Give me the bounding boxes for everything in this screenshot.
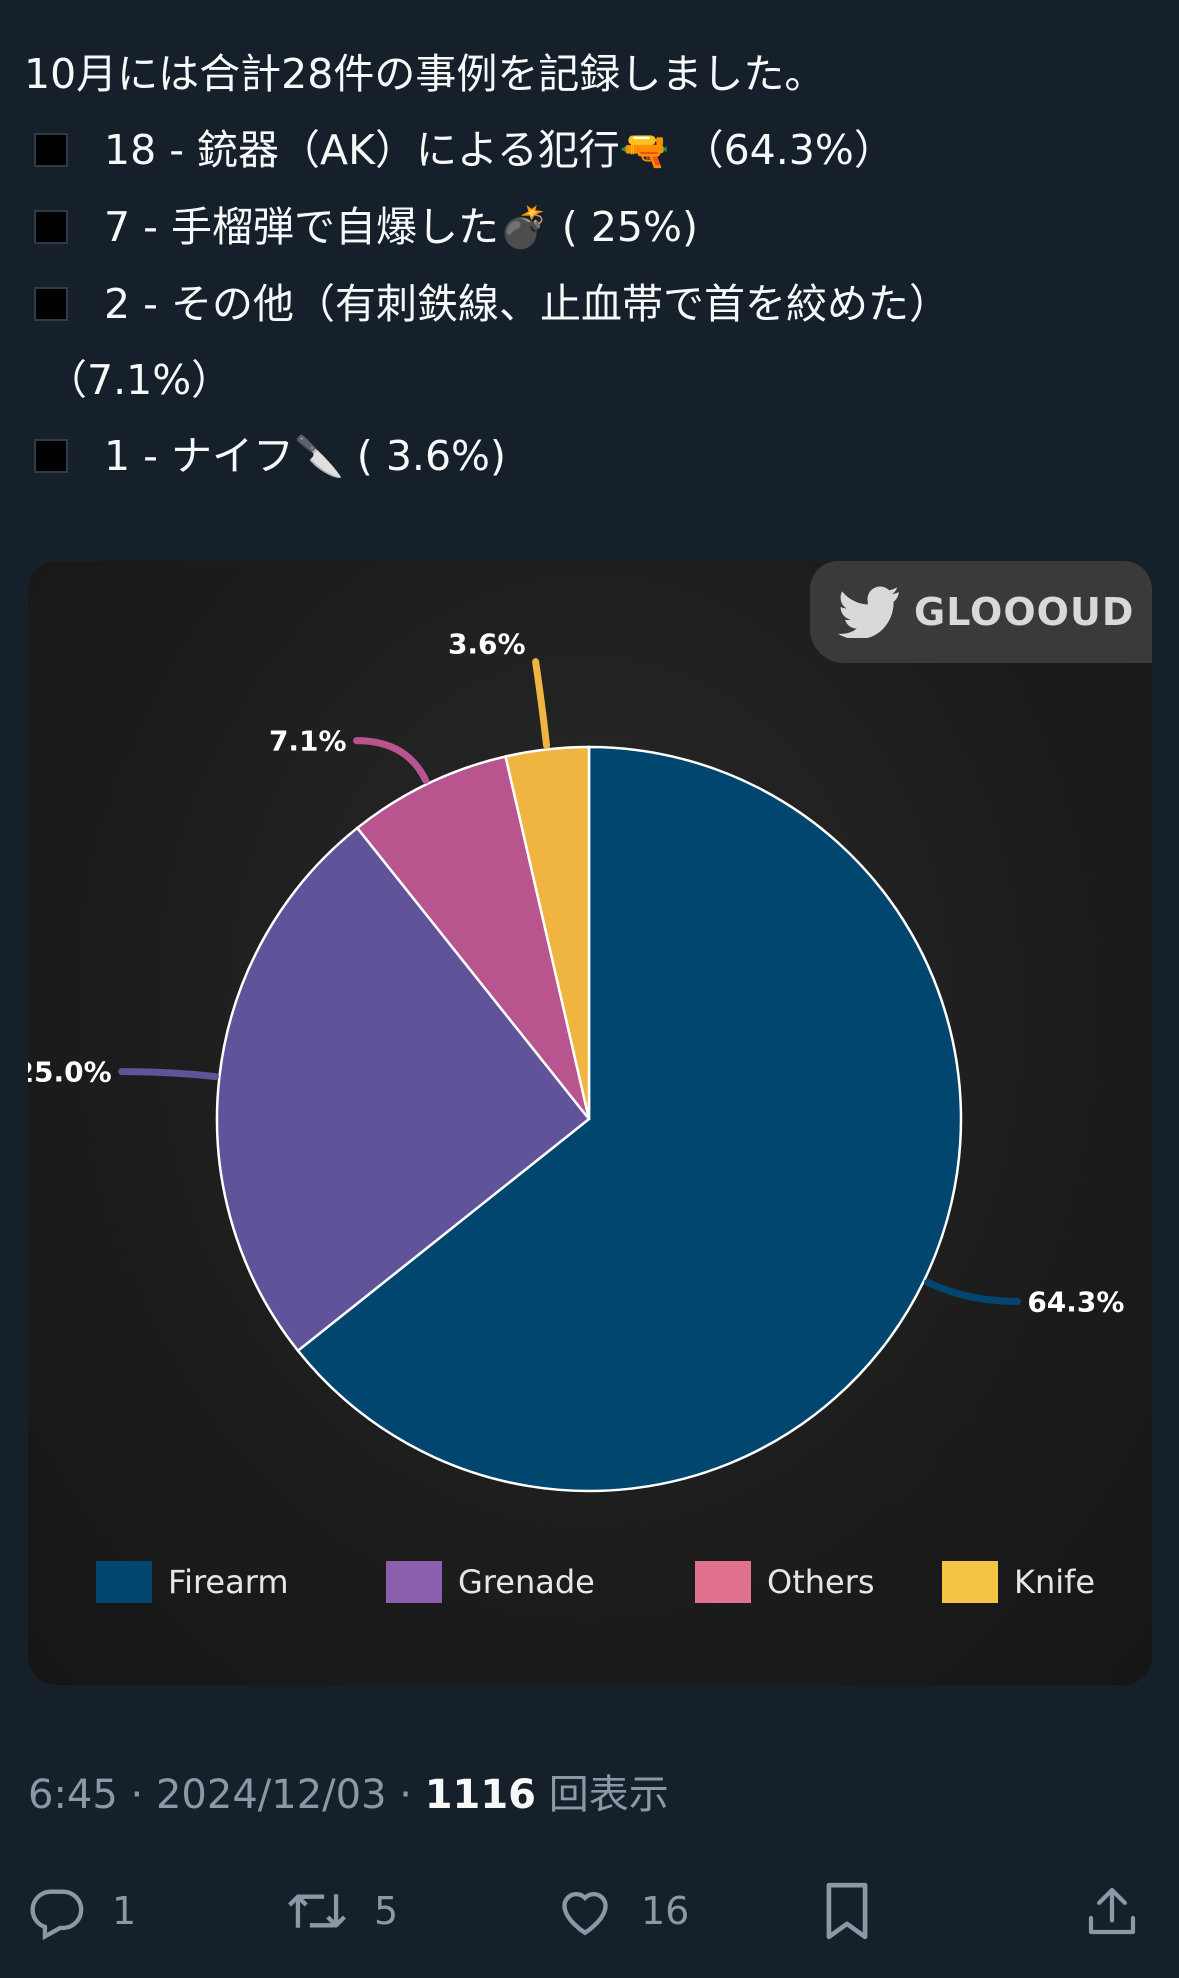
bookmark-button[interactable] — [820, 1866, 874, 1956]
share-button[interactable] — [1084, 1866, 1140, 1956]
retweet-count: 5 — [374, 1889, 399, 1933]
separator: · — [130, 1772, 156, 1818]
leader-line-knife — [532, 658, 551, 749]
tweet-time[interactable]: 6:45 — [28, 1772, 118, 1818]
legend-swatch — [96, 1561, 152, 1603]
like-button[interactable]: 16 — [555, 1866, 689, 1956]
list-item-continuation: （7.1%） — [46, 356, 233, 404]
legend-label: Firearm — [168, 1563, 289, 1601]
data-label-knife: 3.6% — [448, 628, 526, 661]
watermark-text: GLOOOUD — [914, 590, 1135, 634]
tweet-text: 10月には合計28件の事例を記録しました。 18 - 銃器（AK）による犯行🔫 … — [24, 36, 1154, 495]
list-item-percent: ( 25%) — [548, 203, 698, 251]
pie-slice-firearm — [296, 745, 963, 1493]
divider — [0, 1840, 1179, 1841]
black-square-icon — [34, 439, 68, 473]
reply-icon — [30, 1889, 84, 1940]
legend-swatch — [695, 1561, 751, 1603]
heart-icon — [562, 1892, 608, 1936]
black-square-icon — [34, 210, 68, 244]
legend-label: Others — [767, 1563, 875, 1601]
leader-line-grenade — [118, 1068, 219, 1081]
legend-item-firearm: Firearm — [96, 1561, 288, 1603]
data-label-grenade: 25.0% — [28, 1056, 112, 1089]
list-item-text: 7 - 手榴弾で自爆した — [104, 203, 499, 251]
pie-slice-grenade — [215, 826, 591, 1353]
legend-swatch — [942, 1561, 998, 1603]
tweet-intro: 10月には合計28件の事例を記録しました。 — [24, 50, 826, 98]
legend-item-others: Others — [695, 1561, 875, 1603]
bookmark-icon — [826, 1882, 868, 1940]
chart-legend: Firearm Grenade Others Knife — [68, 1561, 1128, 1611]
leader-line-firearm — [924, 1278, 1021, 1305]
pistol-icon: 🔫 — [619, 128, 670, 174]
like-count: 16 — [641, 1889, 690, 1933]
legend-label: Knife — [1014, 1563, 1096, 1601]
legend-item-grenade: Grenade — [386, 1561, 595, 1603]
tweet-meta: 6:45 · 2024/12/03 · 1116 回表示 — [28, 1762, 669, 1820]
legend-item-knife: Knife — [942, 1561, 1095, 1603]
separator: · — [399, 1772, 425, 1818]
leader-line-others — [353, 737, 430, 784]
list-item-percent: （64.3%） — [669, 126, 895, 174]
data-label-firearm: 64.3% — [1027, 1285, 1124, 1318]
list-item: 7 - 手榴弾で自爆した💣 ( 25%) — [24, 189, 1154, 266]
list-item: 2 - その他（有刺鉄線、止血帯で首を絞めた） — [24, 266, 1154, 342]
black-square-icon — [34, 133, 68, 167]
retweet-button[interactable]: 5 — [286, 1866, 398, 1956]
share-icon — [1088, 1887, 1136, 1935]
views-label: 回表示 — [548, 1772, 669, 1818]
list-item-text: 2 - その他（有刺鉄線、止血帯で首を絞めた） — [104, 280, 950, 328]
watermark: GLOOOUD — [810, 561, 1152, 663]
bomb-icon: 💣 — [498, 205, 549, 251]
black-square-icon — [34, 287, 68, 321]
list-item-text: 1 - ナイフ — [104, 432, 294, 480]
pie-slice-others — [355, 754, 591, 1120]
retweet-icon — [288, 1894, 346, 1928]
legend-swatch — [386, 1561, 442, 1603]
list-item-text: 18 - 銃器（AK）による犯行 — [104, 126, 620, 174]
reply-count: 1 — [112, 1889, 137, 1933]
list-item-percent: ( 3.6%) — [343, 432, 506, 480]
pie-chart: 64.3% 25.0% 7.1% 3.6% — [28, 628, 1124, 1493]
legend-label: Grenade — [458, 1563, 595, 1601]
tweet-date[interactable]: 2024/12/03 — [155, 1772, 387, 1818]
pie-slice-knife — [504, 745, 591, 1120]
data-label-others: 7.1% — [269, 725, 347, 758]
knife-icon: 🔪 — [293, 434, 344, 480]
list-item: 1 - ナイフ🔪 ( 3.6%) — [24, 418, 1154, 495]
list-item: 18 - 銃器（AK）による犯行🔫 （64.3%） — [24, 112, 1154, 189]
views-count: 1116 — [424, 1772, 537, 1818]
bird-icon — [838, 586, 899, 638]
tweet-image-card[interactable]: 64.3% 25.0% 7.1% 3.6% GLOOOUD Firearm Grena… — [28, 561, 1152, 1685]
action-bar: 1 5 16 — [0, 1866, 1179, 1956]
reply-button[interactable]: 1 — [28, 1866, 136, 1956]
